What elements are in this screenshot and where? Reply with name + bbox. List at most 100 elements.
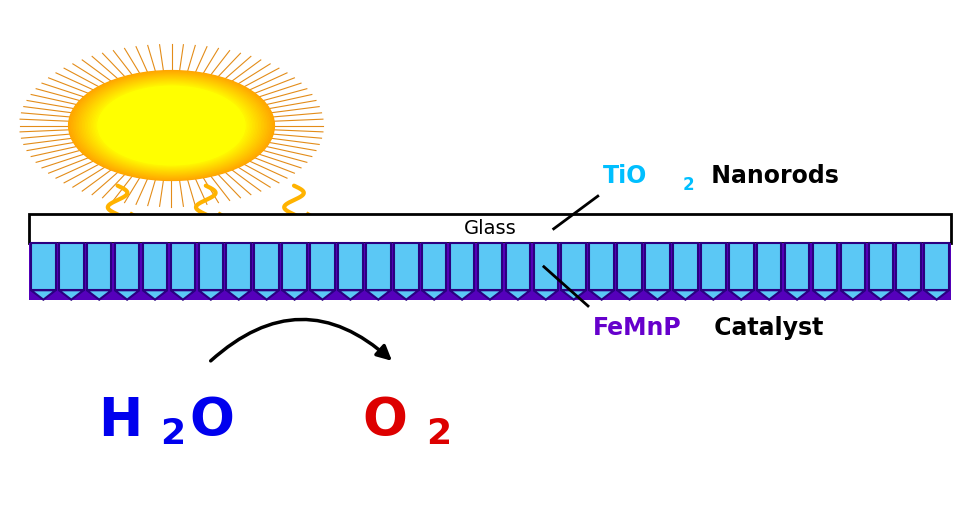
Polygon shape: [645, 290, 669, 300]
Polygon shape: [420, 243, 448, 300]
Text: 2: 2: [426, 417, 452, 451]
Circle shape: [79, 76, 264, 175]
Polygon shape: [476, 243, 504, 300]
Polygon shape: [59, 290, 83, 300]
Polygon shape: [839, 243, 867, 300]
Text: Nanorods: Nanorods: [703, 164, 839, 188]
Polygon shape: [280, 243, 309, 300]
Polygon shape: [143, 290, 168, 300]
Text: TiO: TiO: [603, 164, 647, 188]
Polygon shape: [199, 290, 223, 300]
Polygon shape: [477, 290, 503, 300]
Circle shape: [85, 79, 258, 172]
Polygon shape: [141, 243, 169, 300]
Polygon shape: [841, 290, 865, 300]
Text: FeMnP: FeMnP: [593, 316, 682, 340]
Text: Glass: Glass: [464, 219, 516, 238]
Text: H: H: [98, 395, 142, 447]
Circle shape: [69, 71, 274, 180]
Bar: [812, 243, 837, 290]
Polygon shape: [924, 290, 949, 300]
Bar: [617, 243, 642, 290]
Polygon shape: [560, 243, 588, 300]
Bar: [171, 243, 195, 290]
Bar: [31, 243, 56, 290]
Polygon shape: [367, 290, 391, 300]
Bar: [226, 243, 251, 290]
Polygon shape: [589, 290, 613, 300]
Polygon shape: [87, 290, 112, 300]
Polygon shape: [29, 243, 57, 300]
Polygon shape: [121, 212, 149, 228]
Polygon shape: [897, 290, 921, 300]
Circle shape: [92, 83, 251, 168]
Circle shape: [81, 77, 262, 174]
Circle shape: [93, 84, 250, 167]
Circle shape: [74, 73, 270, 178]
Polygon shape: [504, 243, 532, 300]
Polygon shape: [588, 243, 615, 300]
Text: 2: 2: [683, 176, 695, 194]
Polygon shape: [700, 243, 727, 300]
Polygon shape: [811, 243, 839, 300]
Circle shape: [98, 86, 245, 165]
Polygon shape: [31, 290, 56, 300]
Bar: [701, 243, 725, 290]
Polygon shape: [365, 243, 392, 300]
Polygon shape: [309, 243, 336, 300]
Polygon shape: [113, 243, 141, 300]
Polygon shape: [868, 290, 893, 300]
Polygon shape: [533, 290, 559, 300]
Polygon shape: [394, 290, 418, 300]
Bar: [868, 243, 893, 290]
Bar: [143, 243, 168, 290]
Polygon shape: [282, 290, 307, 300]
Polygon shape: [448, 243, 476, 300]
Bar: [199, 243, 223, 290]
Polygon shape: [338, 290, 363, 300]
Circle shape: [98, 86, 245, 165]
Bar: [841, 243, 865, 290]
Polygon shape: [392, 243, 420, 300]
Circle shape: [72, 72, 271, 179]
Polygon shape: [895, 243, 923, 300]
Polygon shape: [867, 243, 895, 300]
Polygon shape: [297, 212, 325, 228]
Bar: [533, 243, 559, 290]
Polygon shape: [727, 243, 756, 300]
Circle shape: [95, 85, 248, 166]
Circle shape: [77, 75, 266, 176]
Polygon shape: [615, 243, 644, 300]
Polygon shape: [209, 212, 237, 228]
Bar: [394, 243, 418, 290]
Bar: [757, 243, 781, 290]
Bar: [59, 243, 83, 290]
Circle shape: [87, 81, 256, 170]
Bar: [785, 243, 809, 290]
Polygon shape: [85, 243, 113, 300]
Polygon shape: [812, 290, 837, 300]
Text: 2: 2: [160, 417, 185, 451]
Bar: [311, 243, 335, 290]
Circle shape: [88, 81, 255, 170]
Bar: [87, 243, 112, 290]
Polygon shape: [701, 290, 725, 300]
Polygon shape: [171, 290, 195, 300]
Polygon shape: [562, 290, 586, 300]
Circle shape: [76, 75, 267, 176]
Circle shape: [90, 82, 253, 169]
Polygon shape: [785, 290, 809, 300]
Bar: [338, 243, 363, 290]
Polygon shape: [617, 290, 642, 300]
Bar: [506, 243, 530, 290]
FancyArrowPatch shape: [211, 320, 389, 361]
Text: O: O: [189, 395, 234, 447]
Circle shape: [84, 79, 259, 172]
Polygon shape: [783, 243, 811, 300]
Bar: [924, 243, 949, 290]
Polygon shape: [311, 290, 335, 300]
Polygon shape: [506, 290, 530, 300]
Polygon shape: [757, 290, 781, 300]
Bar: [450, 243, 474, 290]
Bar: [477, 243, 503, 290]
